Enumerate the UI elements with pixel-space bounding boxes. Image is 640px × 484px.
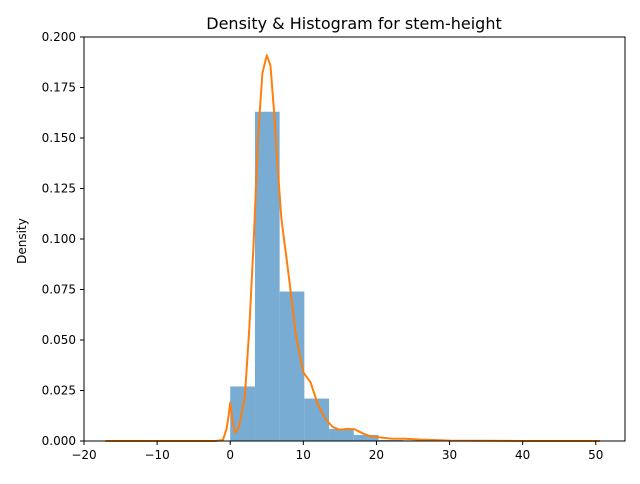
plot-area-frame [84, 37, 625, 441]
chart-title: Density & Histogram for stem-height [206, 14, 501, 33]
histogram-bar [280, 292, 305, 441]
y-tick-label: 0.100 [42, 232, 76, 246]
histogram-bar [230, 386, 255, 441]
y-axis-label: Density [15, 218, 29, 264]
y-tick-label: 0.150 [42, 131, 76, 145]
y-tick-label: 0.025 [42, 384, 76, 398]
density-curve-layer [106, 55, 599, 441]
y-tick-label: 0.175 [42, 81, 76, 95]
y-tick-label: 0.200 [42, 30, 76, 44]
y-tick-label: 0.000 [42, 434, 76, 448]
x-tick-label: 30 [442, 448, 457, 462]
x-tick-label: 40 [515, 448, 530, 462]
histogram-bars [230, 112, 601, 441]
density-curve [106, 55, 599, 441]
y-axis-ticks: 0.000 0.025 0.050 0.075 0.100 0.125 0.150 0.175… [42, 30, 84, 448]
y-tick-label: 0.125 [42, 182, 76, 196]
x-axis-ticks: −20 −10 0 10 20 30 40 50 [71, 441, 603, 462]
x-tick-label: 0 [226, 448, 234, 462]
histogram-bar [329, 429, 354, 441]
x-tick-label: 20 [369, 448, 384, 462]
y-tick-label: 0.050 [42, 333, 76, 347]
x-tick-label: −10 [144, 448, 169, 462]
x-tick-label: 10 [296, 448, 311, 462]
y-tick-label: 0.075 [42, 283, 76, 297]
x-tick-label: −20 [71, 448, 96, 462]
histogram-bar [255, 112, 280, 441]
x-tick-label: 50 [588, 448, 603, 462]
